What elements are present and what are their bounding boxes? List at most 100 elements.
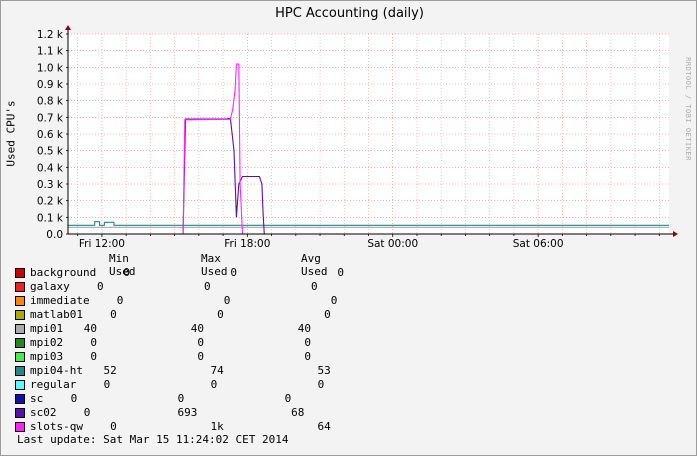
legend-swatch	[15, 352, 25, 362]
legend-series-name: regular	[30, 378, 77, 391]
y-tick-label: 0.2 k	[37, 196, 64, 208]
legend-series-name: galaxy	[30, 280, 70, 293]
legend-avg-value: 53	[317, 364, 331, 377]
legend-swatch	[15, 366, 25, 376]
legend-series-name: mpi01	[30, 322, 64, 335]
legend-max-value: 0	[210, 378, 218, 391]
legend-row-sc: sc 0 0 0	[15, 392, 435, 406]
y-tick-label: 0.5 k	[37, 146, 64, 158]
legend-avg-value: 40	[297, 322, 311, 335]
y-tick-label: 0.6 k	[37, 129, 64, 141]
y-tick-label: 1.1 k	[37, 46, 64, 58]
legend-avg-value: 0	[324, 308, 331, 321]
legend-row-sc02: sc02 0 693 68	[15, 406, 435, 420]
legend-row-slots-qw: slots-qw 0 1k 64	[15, 420, 435, 434]
legend-swatch	[15, 324, 25, 334]
legend-swatch	[15, 310, 25, 320]
y-tick-label: 0.3 k	[37, 179, 64, 191]
legend-avg-value: 0	[310, 280, 318, 293]
chart-plot: 0.0 0.1 k 0.2 k 0.3 k 0.4 k 0.5 k 0.6 k 0.7 k 0.…	[37, 25, 678, 250]
legend-row-mpi01: mpi01 40 40 40	[15, 322, 435, 336]
legend-min-value: 0	[90, 350, 97, 363]
y-axis-arrow	[65, 25, 71, 30]
x-tick-label: Sat 00:00	[367, 238, 418, 250]
legend-header-max: Max Used	[201, 252, 228, 278]
legend-avg-value: 0	[330, 294, 338, 307]
y-tick-label: 0.7 k	[37, 112, 64, 124]
legend-max-value: 0	[223, 294, 231, 307]
legend-series-name: mpi02	[30, 336, 64, 349]
last-update: Last update: Sat Mar 15 11:24:02 CET 201…	[17, 433, 289, 446]
legend-avg-value: 64	[317, 420, 331, 433]
y-tick-label: 1.0 k	[37, 62, 64, 74]
legend-min-value: 0	[96, 280, 104, 293]
legend-max-value: 0	[197, 350, 204, 363]
legend-swatch	[15, 296, 25, 306]
legend-series-name: background	[30, 266, 97, 279]
legend-avg-value: 0	[304, 350, 311, 363]
legend-swatch	[15, 380, 25, 390]
legend-row-regular: regular 0 0 0	[15, 378, 435, 392]
legend-min-value: 0	[110, 308, 117, 321]
legend-series-name: immediate	[30, 294, 90, 307]
legend-min-value: 0	[103, 378, 111, 391]
y-tick-label: 0.8 k	[37, 96, 64, 108]
legend-avg-value: 0	[304, 336, 311, 349]
legend-swatch	[15, 282, 25, 292]
legend-min-value: 0	[110, 420, 117, 433]
chart-title: HPC Accounting (daily)	[275, 6, 424, 21]
legend-row-mpi03: mpi03 0 0 0	[15, 350, 435, 364]
legend-max-value: 0	[230, 266, 237, 279]
legend-max-value: 74	[210, 364, 224, 377]
legend-max-value: 0	[197, 336, 204, 349]
legend-header-avg: Avg Used	[301, 252, 328, 278]
x-tick-label: Sat 06:00	[513, 238, 564, 250]
legend-series-name: mpi04-ht	[30, 364, 83, 377]
y-tick-label: 0.1 k	[37, 212, 64, 224]
legend-min-value: 0	[123, 266, 130, 279]
series-mpi04-ht-line	[68, 221, 669, 226]
legend-min-value: 0	[83, 406, 91, 419]
y-tick-label: 0.9 k	[37, 79, 64, 91]
series-sc02-line	[68, 117, 669, 235]
legend-swatch	[15, 422, 25, 432]
legend-min-value: 0	[70, 392, 78, 405]
legend-max-value: 0	[203, 280, 211, 293]
legend-series-name: sc02	[30, 406, 57, 419]
legend-row-immediate: immediate 0 0 0	[15, 294, 435, 308]
series-slots-qw-line	[68, 63, 669, 235]
legend-row-galaxy: galaxy 0 0 0	[15, 280, 435, 294]
x-tick-label: Fri 18:00	[224, 238, 270, 250]
y-tick-label: 0.4 k	[37, 162, 64, 174]
legend-avg-value: 0	[337, 266, 344, 279]
legend-row-mpi02: mpi02 0 0 0	[15, 336, 435, 350]
legend-max-value: 693	[177, 406, 198, 419]
legend-row-background: background 0 0 0	[15, 266, 435, 280]
x-tick-label: Fri 12:00	[79, 238, 125, 250]
legend-max-value: 40	[190, 322, 204, 335]
y-tick-label: 1.2 k	[37, 29, 64, 41]
legend-header-min: Min Used	[109, 252, 136, 278]
legend-max-value: 0	[217, 308, 224, 321]
legend-max-value: 1k	[210, 420, 224, 433]
legend-swatch	[15, 338, 25, 348]
legend-swatch	[15, 394, 25, 404]
legend-swatch	[15, 408, 25, 418]
legend-max-value: 0	[177, 392, 185, 405]
legend-series-name: slots-qw	[30, 420, 83, 433]
x-axis-arrow	[673, 231, 678, 237]
legend-avg-value: 0	[284, 392, 292, 405]
legend-swatch	[15, 268, 25, 278]
legend-min-value: 40	[83, 322, 97, 335]
legend-series-name: matlab01	[30, 308, 83, 321]
legend-avg-value: 68	[291, 406, 305, 419]
legend-series-name: mpi03	[30, 350, 64, 363]
legend-row-mpi04-ht: mpi04-ht 52 74 53	[15, 364, 435, 378]
legend-min-value: 0	[90, 336, 97, 349]
legend-min-value: 52	[103, 364, 117, 377]
legend-series-name: sc	[30, 392, 44, 405]
y-tick-label: 0.0	[46, 229, 63, 241]
legend-avg-value: 0	[317, 378, 325, 391]
legend-min-value: 0	[116, 294, 124, 307]
